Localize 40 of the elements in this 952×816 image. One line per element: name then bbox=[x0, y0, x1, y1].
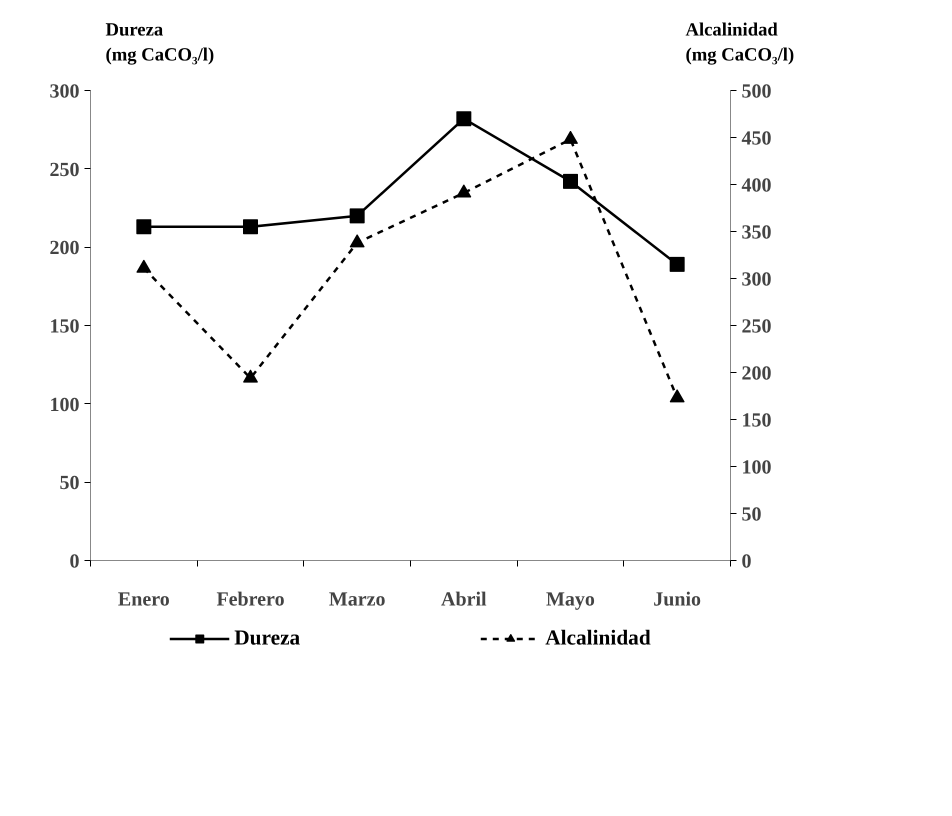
x-tick-label: Junio bbox=[653, 588, 702, 610]
y-axis-title: Dureza (mg CaCO₃/l) bbox=[106, 19, 214, 66]
point bbox=[563, 130, 578, 144]
y-tick-label: 50 bbox=[60, 472, 80, 494]
y2-tick-label: 450 bbox=[742, 128, 772, 150]
y-tick-label: 300 bbox=[50, 80, 80, 102]
x-tick-label: Abril bbox=[441, 588, 488, 610]
y-tick-label: 250 bbox=[50, 158, 80, 181]
y2-tick-label: 50 bbox=[742, 504, 762, 526]
y-tick-label: 150 bbox=[50, 316, 80, 338]
y2-tick-label: 200 bbox=[742, 362, 772, 384]
y2-tick-label: 400 bbox=[742, 174, 772, 196]
y2-tick-label: 300 bbox=[742, 268, 772, 290]
x-tick-label: Mayo bbox=[546, 588, 595, 610]
legend-label: Alcalinidad bbox=[545, 626, 651, 650]
y2-tick-label: 0 bbox=[742, 550, 752, 572]
x-tick-label: Enero bbox=[118, 588, 170, 610]
x-tick-label: Febrero bbox=[216, 588, 285, 610]
y2-tick-label: 150 bbox=[742, 410, 772, 432]
point bbox=[456, 111, 472, 126]
y-tick-label: 0 bbox=[70, 550, 80, 572]
point bbox=[350, 208, 365, 224]
y-tick-label: 100 bbox=[50, 394, 80, 416]
x-tick-label: Marzo bbox=[328, 588, 386, 610]
point bbox=[456, 184, 472, 198]
point bbox=[670, 256, 685, 272]
point bbox=[136, 260, 152, 273]
point bbox=[136, 219, 152, 234]
y2-tick-label: 500 bbox=[742, 80, 772, 102]
y-tick-label: 200 bbox=[50, 237, 80, 260]
y2-tick-label: 350 bbox=[742, 222, 772, 244]
y2-tick-label: 100 bbox=[742, 456, 772, 478]
point bbox=[243, 219, 258, 234]
point bbox=[670, 389, 685, 402]
point bbox=[350, 234, 365, 248]
y2-axis-title: Alcalinidad (mg CaCO₃/l) bbox=[686, 19, 794, 66]
legend-label: Dureza bbox=[234, 626, 300, 650]
point bbox=[243, 370, 258, 383]
point bbox=[563, 174, 578, 189]
y2-tick-label: 250 bbox=[742, 316, 772, 338]
